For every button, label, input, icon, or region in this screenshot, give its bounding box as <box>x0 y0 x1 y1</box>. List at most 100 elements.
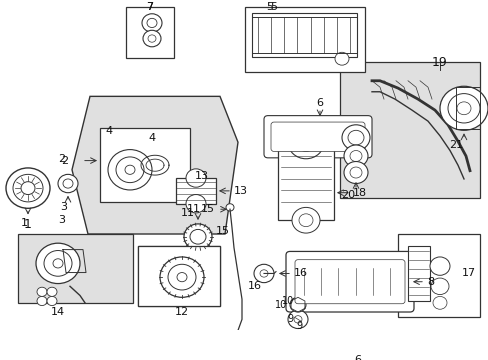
Ellipse shape <box>6 168 50 208</box>
FancyBboxPatch shape <box>264 116 371 158</box>
Ellipse shape <box>225 204 234 211</box>
Ellipse shape <box>432 296 446 309</box>
Ellipse shape <box>298 214 312 227</box>
Text: 2: 2 <box>61 156 68 166</box>
Ellipse shape <box>347 130 363 145</box>
Polygon shape <box>72 96 238 234</box>
Ellipse shape <box>177 273 186 282</box>
Text: 12: 12 <box>175 307 189 317</box>
Ellipse shape <box>47 287 57 296</box>
Ellipse shape <box>429 257 449 275</box>
Bar <box>455 87 479 129</box>
Text: 7: 7 <box>146 3 153 12</box>
Text: 5: 5 <box>269 3 276 12</box>
Text: 9: 9 <box>287 314 293 324</box>
Text: 21: 21 <box>448 140 462 150</box>
Text: 16: 16 <box>293 269 307 279</box>
Ellipse shape <box>183 224 212 249</box>
Ellipse shape <box>190 229 205 244</box>
Text: 3: 3 <box>59 215 65 225</box>
Bar <box>176 178 216 204</box>
Ellipse shape <box>295 133 315 152</box>
Text: 11: 11 <box>181 208 195 218</box>
Text: 17: 17 <box>461 269 475 279</box>
Ellipse shape <box>142 30 161 47</box>
Ellipse shape <box>13 174 43 202</box>
Ellipse shape <box>58 174 78 193</box>
Bar <box>397 234 479 316</box>
Text: 10: 10 <box>274 300 286 310</box>
Ellipse shape <box>343 145 367 167</box>
Text: 8: 8 <box>426 277 433 287</box>
Ellipse shape <box>148 35 156 42</box>
Text: 2: 2 <box>58 154 65 164</box>
Bar <box>407 246 429 301</box>
Text: 3: 3 <box>61 202 67 212</box>
Ellipse shape <box>108 149 152 190</box>
Ellipse shape <box>37 296 47 306</box>
Ellipse shape <box>439 86 487 130</box>
FancyBboxPatch shape <box>270 122 364 152</box>
Ellipse shape <box>341 125 369 150</box>
Ellipse shape <box>47 296 57 306</box>
Ellipse shape <box>253 264 273 283</box>
Bar <box>138 246 220 306</box>
Bar <box>100 129 190 202</box>
FancyBboxPatch shape <box>294 260 404 304</box>
Ellipse shape <box>456 102 470 115</box>
Ellipse shape <box>291 207 319 233</box>
FancyBboxPatch shape <box>285 251 413 312</box>
Ellipse shape <box>343 162 367 184</box>
Text: 13: 13 <box>234 186 247 196</box>
Ellipse shape <box>289 297 305 312</box>
Text: 19: 19 <box>431 56 447 69</box>
Text: 6: 6 <box>354 355 361 360</box>
Ellipse shape <box>142 14 162 32</box>
Text: 11: 11 <box>186 204 201 214</box>
Bar <box>278 142 333 220</box>
Bar <box>138 246 220 306</box>
Text: 4: 4 <box>148 132 155 143</box>
Text: 13: 13 <box>195 171 208 181</box>
Ellipse shape <box>430 278 448 294</box>
Text: 4: 4 <box>105 126 112 136</box>
Ellipse shape <box>349 167 361 178</box>
Text: 9: 9 <box>295 321 302 331</box>
Text: 15: 15 <box>216 226 229 236</box>
Ellipse shape <box>334 52 348 65</box>
Bar <box>339 62 479 198</box>
Ellipse shape <box>349 150 361 162</box>
Text: 20: 20 <box>340 190 354 199</box>
Ellipse shape <box>160 257 203 297</box>
Ellipse shape <box>21 182 35 194</box>
Text: 14: 14 <box>51 307 65 317</box>
Bar <box>251 13 356 57</box>
Text: 18: 18 <box>352 188 366 198</box>
Bar <box>244 7 364 72</box>
Text: 6: 6 <box>316 98 323 108</box>
Text: 15: 15 <box>201 204 215 214</box>
Ellipse shape <box>37 287 47 296</box>
Ellipse shape <box>63 179 73 188</box>
Text: 1: 1 <box>20 218 27 228</box>
Ellipse shape <box>185 169 205 187</box>
Bar <box>18 234 133 303</box>
Ellipse shape <box>287 310 307 329</box>
Bar <box>126 7 174 58</box>
Text: 1: 1 <box>24 218 32 231</box>
Ellipse shape <box>53 259 63 268</box>
Ellipse shape <box>116 157 143 183</box>
Ellipse shape <box>147 18 157 27</box>
Text: 10: 10 <box>281 296 293 306</box>
Ellipse shape <box>44 251 72 276</box>
Ellipse shape <box>293 316 302 323</box>
Ellipse shape <box>287 126 324 159</box>
Ellipse shape <box>260 270 267 277</box>
Ellipse shape <box>447 94 479 123</box>
Text: 5: 5 <box>266 3 273 12</box>
Ellipse shape <box>168 264 196 290</box>
Text: 16: 16 <box>247 281 262 291</box>
Text: 7: 7 <box>146 3 153 12</box>
Ellipse shape <box>36 243 80 284</box>
Ellipse shape <box>185 194 205 213</box>
